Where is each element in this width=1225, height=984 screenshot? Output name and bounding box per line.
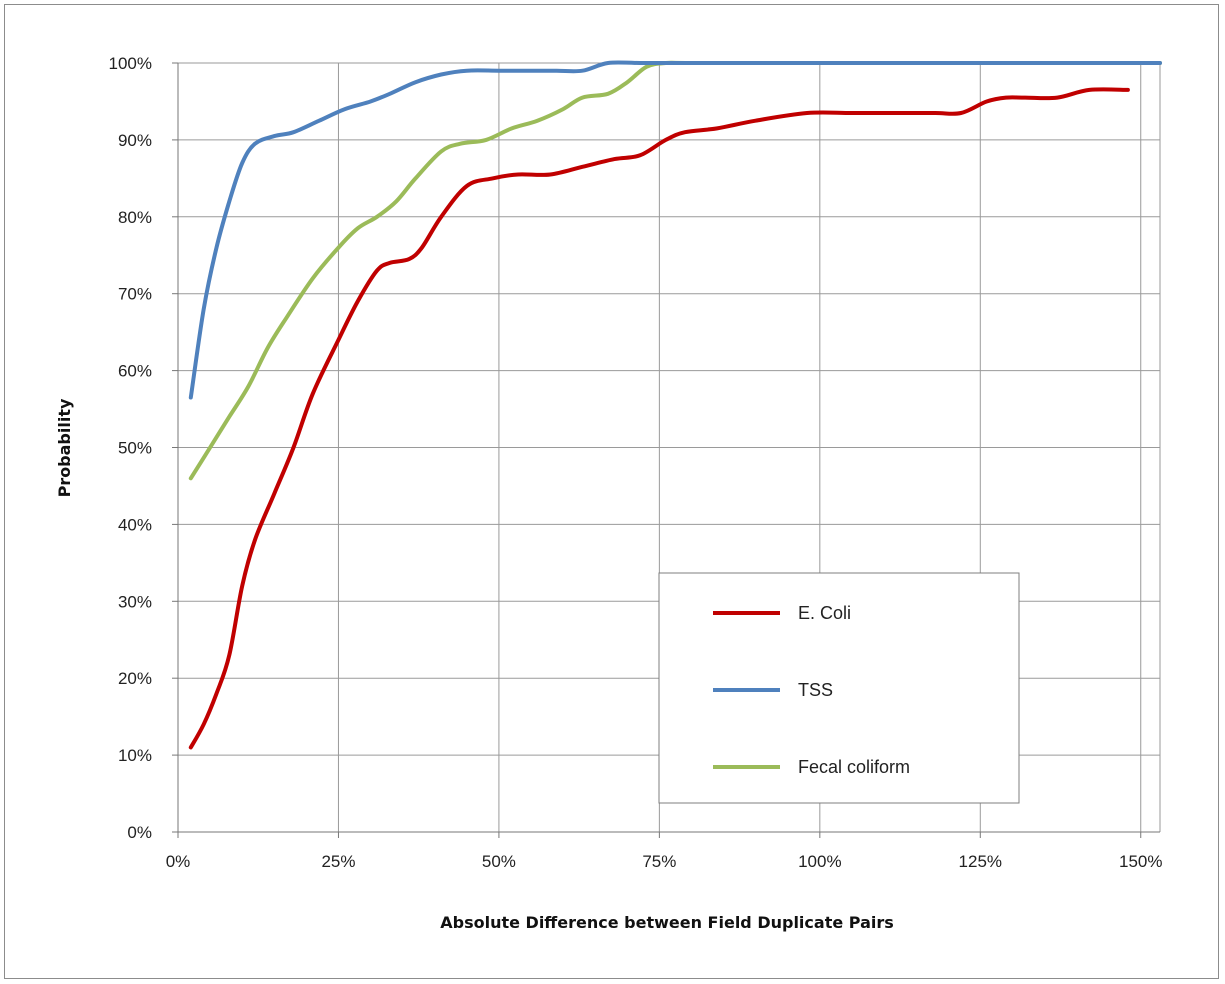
legend-label-tss: TSS	[798, 680, 833, 700]
x-tick-labels: 0% 25% 50% 75% 100% 125% 150%	[166, 852, 1163, 871]
axes	[172, 62, 1160, 838]
y-tick-label: 20%	[118, 669, 152, 688]
y-tick-label: 80%	[118, 208, 152, 227]
legend: E. Coli TSS Fecal coliform	[658, 572, 1020, 804]
y-tick-label: 30%	[118, 592, 152, 611]
x-tick-label: 50%	[482, 852, 516, 871]
y-tick-label: 70%	[118, 285, 152, 304]
x-tick-label: 25%	[321, 852, 355, 871]
y-tick-label: 0%	[127, 823, 152, 842]
x-tick-label: 125%	[959, 852, 1002, 871]
chart-frame	[4, 4, 1219, 979]
series-lines	[188, 60, 1162, 750]
series-line-e-coli	[188, 87, 1130, 750]
series-line-fecal-coliform	[188, 60, 1162, 481]
y-tick-label: 90%	[118, 131, 152, 150]
y-tick-label: 10%	[118, 746, 152, 765]
x-tick-label: 150%	[1119, 852, 1162, 871]
y-tick-label: 60%	[118, 362, 152, 381]
y-axis-title: Probability	[55, 398, 74, 497]
y-tick-label: 100%	[109, 54, 152, 73]
y-tick-labels: 0% 10% 20% 30% 40% 50% 60% 70% 80% 90% 100%	[109, 54, 152, 842]
legend-label-fecal-coliform: Fecal coliform	[798, 757, 910, 777]
x-tick-label: 0%	[166, 852, 191, 871]
x-axis-title: Absolute Difference between Field Duplic…	[440, 913, 894, 932]
x-tick-label: 75%	[642, 852, 676, 871]
series-line-tss	[188, 60, 1162, 400]
y-tick-label: 50%	[118, 439, 152, 458]
x-tick-label: 100%	[798, 852, 841, 871]
legend-label-e-coli: E. Coli	[798, 603, 851, 623]
y-tick-label: 40%	[118, 515, 152, 534]
